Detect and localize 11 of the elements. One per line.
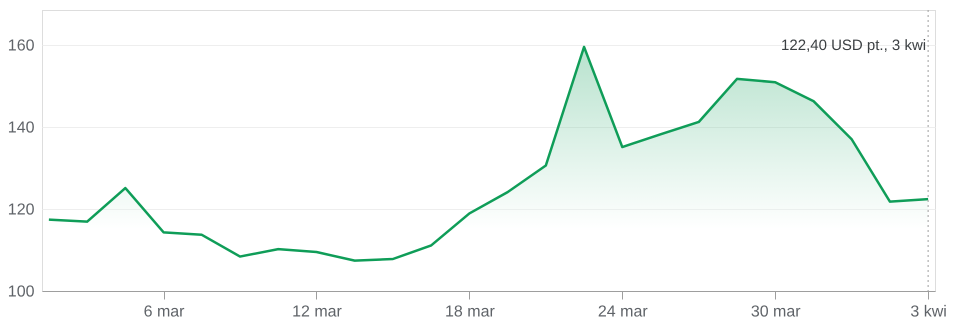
y-tick-label: 120 bbox=[8, 201, 35, 218]
y-tick-label: 140 bbox=[8, 119, 35, 136]
annotation: 122,40 USD pt., 3 kwi bbox=[781, 37, 926, 54]
x-tick-label: 3 kwi bbox=[910, 304, 947, 320]
x-tick-label: 30 mar bbox=[750, 304, 802, 320]
y-tick-label: 100 bbox=[8, 284, 35, 300]
x-tick-label: 12 mar bbox=[292, 304, 343, 320]
x-tick-label: 18 mar bbox=[444, 304, 496, 320]
x-tick-label: 6 mar bbox=[144, 304, 186, 320]
y-tick-label: 160 bbox=[8, 37, 35, 54]
x-tick-label: 24 mar bbox=[598, 304, 648, 320]
